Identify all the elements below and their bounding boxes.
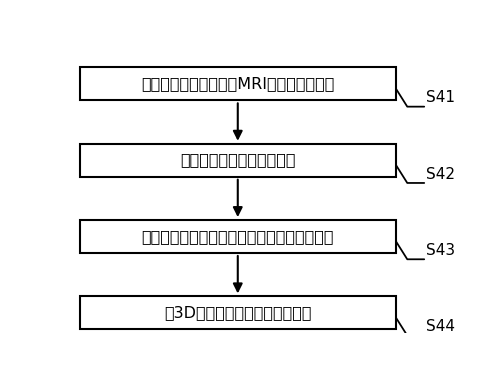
Text: 利用图像处理单元读取MRI图像的像素数据: 利用图像处理单元读取MRI图像的像素数据 [141,76,334,91]
Text: S43: S43 [426,243,455,258]
Bar [80,67,396,100]
Bar [80,144,396,177]
Text: 识别不同层面病变区的边界: 识别不同层面病变区的边界 [180,153,295,168]
Text: 基于灰度值以股骨头部分为中心进行边缘分割: 基于灰度值以股骨头部分为中心进行边缘分割 [141,229,334,244]
Bar [80,220,396,253]
Text: S41: S41 [426,90,455,105]
Text: S42: S42 [426,166,455,181]
Text: 经3D计算，获得病变区三维模型: 经3D计算，获得病变区三维模型 [164,305,312,320]
Bar [80,296,396,329]
Text: S44: S44 [426,319,455,334]
